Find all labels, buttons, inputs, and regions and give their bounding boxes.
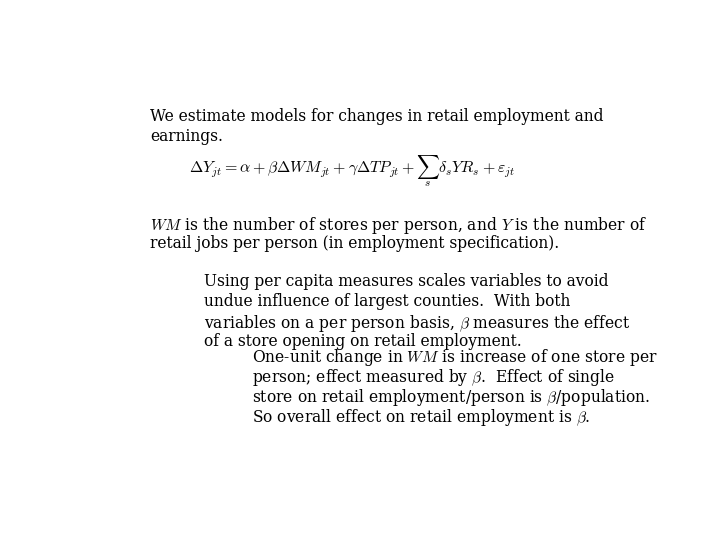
Text: variables on a per person basis, $\beta$ measures the effect: variables on a per person basis, $\beta$… — [204, 313, 631, 334]
Text: person; effect measured by $\beta$.  Effect of single: person; effect measured by $\beta$. Effe… — [252, 367, 615, 388]
Text: So overall effect on retail employment is $\beta$.: So overall effect on retail employment i… — [252, 407, 590, 428]
Text: $\mathit{WM}$ is the number of stores per person, and $\mathit{Y}$ is the number: $\mathit{WM}$ is the number of stores pe… — [150, 215, 647, 237]
Text: $\Delta Y_{jt} = \alpha + \beta\Delta WM_{jt} + \gamma\Delta TP_{jt} + \sum_{s} : $\Delta Y_{jt} = \alpha + \beta\Delta WM… — [189, 153, 516, 189]
Text: undue influence of largest counties.  With both: undue influence of largest counties. Wit… — [204, 293, 571, 309]
Text: store on retail employment/person is $\beta$/population.: store on retail employment/person is $\b… — [252, 387, 650, 408]
Text: of a store opening on retail employment.: of a store opening on retail employment. — [204, 333, 522, 349]
Text: retail jobs per person (in employment specification).: retail jobs per person (in employment sp… — [150, 235, 559, 252]
Text: Using per capita measures scales variables to avoid: Using per capita measures scales variabl… — [204, 273, 609, 289]
Text: One-unit change in $\mathit{WM}$ is increase of one store per: One-unit change in $\mathit{WM}$ is incr… — [252, 347, 657, 368]
Text: We estimate models for changes in retail employment and: We estimate models for changes in retail… — [150, 109, 604, 125]
Text: earnings.: earnings. — [150, 129, 223, 145]
